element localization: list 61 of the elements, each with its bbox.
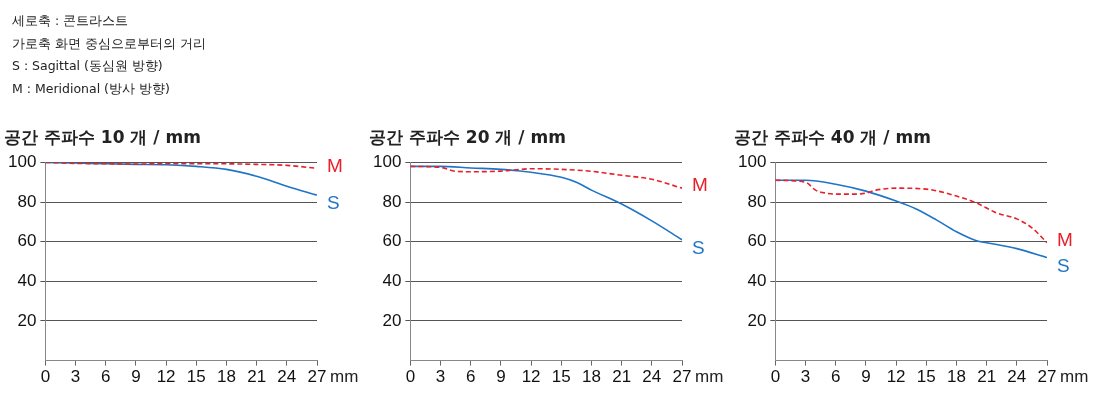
x-tick-label: 21 [612,367,632,387]
series-label: S [692,236,705,258]
x-tick-label: 9 [131,367,141,387]
x-tick-label: 24 [277,367,297,387]
x-tick-label: 0 [40,367,51,387]
x-tick-label: 9 [861,367,871,387]
y-tick-label: 60 [747,231,767,251]
x-tick-label: 27 [307,367,327,387]
y-tick-label: 80 [382,191,402,211]
y-tick-label: 80 [747,191,767,211]
series-label: S [327,192,340,214]
series-label: M [1057,228,1073,250]
x-axis-title: mm [1060,367,1089,387]
x-tick-label: 12 [886,367,906,387]
x-tick-label: 21 [247,367,267,387]
x-tick-label: 12 [156,367,176,387]
x-tick-label: 24 [1007,367,1027,387]
y-tick-label: 40 [17,271,37,291]
chart-title: 공간 주파수 40 개 / mm [734,126,931,147]
x-tick-label: 3 [800,367,811,387]
y-tick-label: 40 [747,271,767,291]
x-tick-label: 24 [642,367,662,387]
y-tick-label: 100 [372,152,402,172]
x-tick-label: 27 [672,367,692,387]
series-label: S [1057,254,1070,276]
y-tick-label: 40 [382,271,402,291]
x-tick-label: 15 [551,367,571,387]
x-tick-label: 0 [405,367,416,387]
y-tick-label: 60 [17,231,37,251]
x-tick-label: 6 [100,367,111,387]
y-tick-label: 60 [382,231,402,251]
y-tick-label: 100 [7,152,37,172]
x-tick-label: 27 [1037,367,1057,387]
y-tick-label: 80 [17,191,37,211]
x-tick-label: 15 [186,367,206,387]
x-tick-label: 18 [946,367,966,387]
x-tick-label: 0 [770,367,781,387]
y-tick-label: 100 [737,152,767,172]
x-tick-label: 15 [916,367,936,387]
x-axis-title: mm [330,367,359,387]
x-axis-title: mm [695,367,724,387]
chart-title: 공간 주파수 20 개 / mm [369,126,566,147]
x-tick-label: 12 [521,367,541,387]
text: 세로축 : 콘트라스트 [12,12,130,30]
series-label: M [327,154,343,176]
x-tick-label: 9 [496,367,506,387]
x-tick-label: 3 [70,367,81,387]
y-tick-label: 20 [17,310,37,330]
x-tick-label: 18 [216,367,236,387]
text: S : Sagittal (동심원 방향) [12,57,164,75]
x-tick-label: 6 [465,367,476,387]
x-tick-label: 21 [977,367,997,387]
y-tick-label: 20 [747,310,767,330]
x-tick-label: 3 [435,367,446,387]
x-tick-label: 18 [581,367,601,387]
chart-title: 공간 주파수 10 개 / mm [4,126,201,147]
text: M : Meridional (방사 방향) [12,79,171,98]
text: 가로축 화면 중심으로부터의 거리 [12,34,206,53]
x-tick-label: 6 [830,367,841,387]
series-label: M [692,174,708,196]
y-tick-label: 20 [382,310,402,330]
